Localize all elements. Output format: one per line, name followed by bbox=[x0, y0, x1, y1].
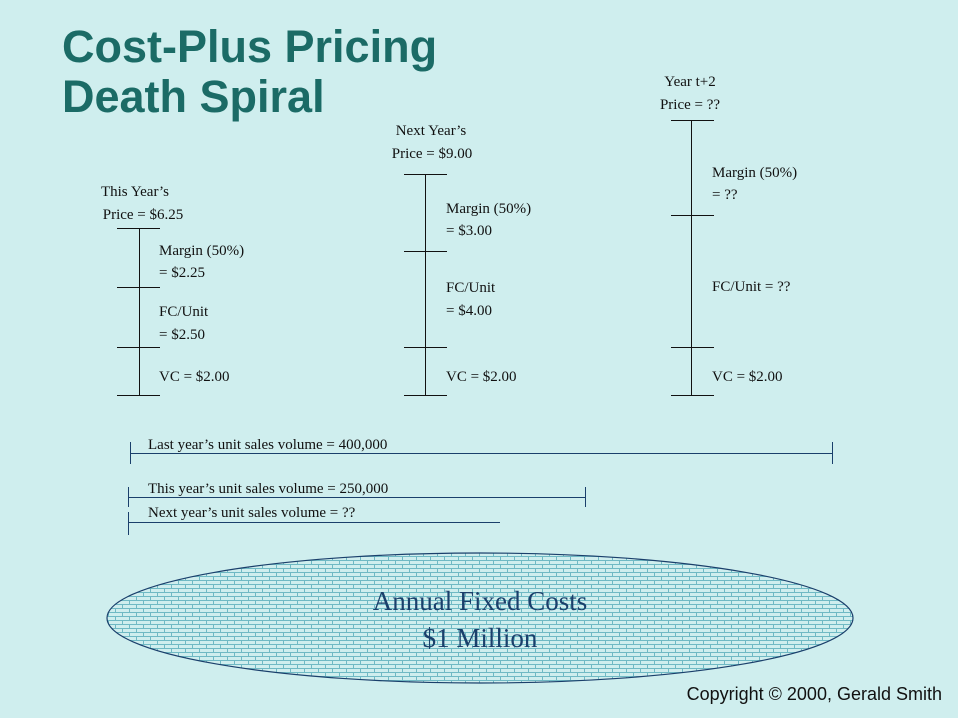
heading-year-t2-1: Year t+2 bbox=[664, 74, 716, 90]
cost-axis bbox=[691, 120, 692, 396]
cost-axis bbox=[425, 174, 426, 396]
margin-label-2: = $2.25 bbox=[159, 265, 205, 281]
tick-margin bbox=[117, 287, 160, 288]
title-line-2: Death Spiral bbox=[62, 71, 325, 122]
tick-bottom bbox=[671, 395, 714, 396]
vc-label: VC = $2.00 bbox=[159, 369, 230, 385]
vc-label: VC = $2.00 bbox=[446, 369, 517, 385]
tick-fc bbox=[404, 347, 447, 348]
last-year-volume-label: Last year’s unit sales volume = 400,000 bbox=[148, 437, 388, 453]
this-year-volume-start-tick bbox=[128, 487, 129, 507]
tick-bottom bbox=[117, 395, 160, 396]
cost-axis bbox=[139, 228, 140, 396]
tick-bottom bbox=[404, 395, 447, 396]
copyright-notice: Copyright © 2000, Gerald Smith bbox=[686, 684, 942, 704]
heading-this-year-1: This Year’s bbox=[100, 184, 170, 200]
heading-this-year-2: Price = $6.25 bbox=[102, 207, 184, 223]
slide-title: Cost-Plus Pricing Death Spiral bbox=[62, 22, 437, 122]
vc-label: VC = $2.00 bbox=[712, 369, 783, 385]
heading-next-year-1: Next Year’s bbox=[395, 123, 467, 139]
tick-top bbox=[671, 120, 714, 121]
margin-label-2: = $3.00 bbox=[446, 223, 492, 239]
last-year-volume-line bbox=[130, 453, 833, 454]
tick-margin bbox=[404, 251, 447, 252]
margin-label-1: Margin (50%) bbox=[446, 201, 532, 217]
heading-next-year-2: Price = $9.00 bbox=[391, 146, 473, 162]
margin-label-1: Margin (50%) bbox=[159, 243, 245, 259]
fc-label-1: FC/Unit bbox=[159, 304, 209, 320]
fc-label-2: = $4.00 bbox=[446, 303, 492, 319]
margin-label-1: Margin (50%) bbox=[712, 165, 798, 181]
this-year-volume-label: This year’s unit sales volume = 250,000 bbox=[148, 481, 389, 497]
heading-year-t2-2: Price = ?? bbox=[659, 97, 721, 113]
fc-label-1: FC/Unit bbox=[446, 280, 496, 296]
fc-label: FC/Unit = ?? bbox=[712, 279, 791, 295]
this-year-volume-line bbox=[128, 497, 586, 498]
fixed-costs-label-1: Annual Fixed Costs bbox=[372, 586, 588, 616]
tick-fc bbox=[671, 347, 714, 348]
next-year-volume-start-tick bbox=[128, 512, 129, 535]
fixed-costs-label-2: $1 Million bbox=[422, 623, 538, 653]
tick-top bbox=[404, 174, 447, 175]
next-year-volume-label: Next year’s unit sales volume = ?? bbox=[148, 505, 356, 521]
this-year-volume-end-tick bbox=[585, 487, 586, 507]
title-line-1: Cost-Plus Pricing bbox=[62, 21, 438, 72]
last-year-volume-start-tick bbox=[130, 442, 131, 464]
tick-top bbox=[117, 228, 160, 229]
fc-label-2: = $2.50 bbox=[159, 327, 205, 343]
last-year-volume-end-tick bbox=[832, 442, 833, 464]
margin-label-2: = ?? bbox=[712, 187, 738, 203]
tick-fc bbox=[117, 347, 160, 348]
next-year-volume-line bbox=[128, 522, 500, 523]
tick-margin bbox=[671, 215, 714, 216]
